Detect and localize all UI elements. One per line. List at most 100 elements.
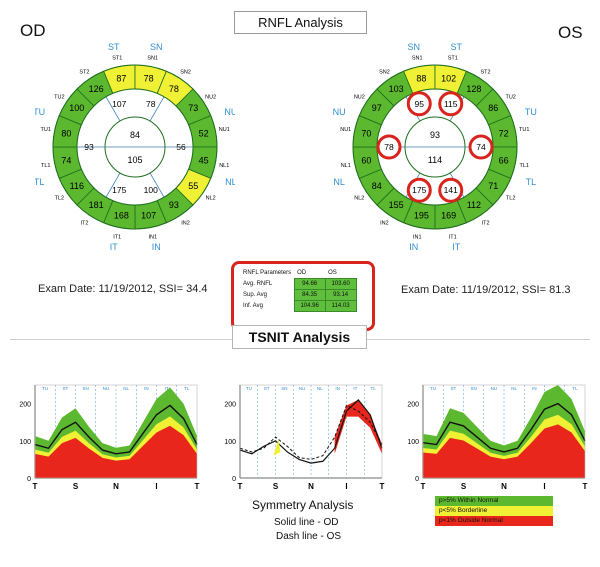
quadrant-label: TL — [526, 177, 537, 187]
tsnit-sector-label: ST — [450, 386, 456, 391]
center-top-value: 93 — [430, 130, 440, 140]
tsnit-sector-label: SN — [281, 386, 287, 391]
table-header-cell: RNFL Parameters — [243, 270, 292, 277]
outer-sector-value: 100 — [69, 103, 84, 113]
outer-sector-value: 66 — [499, 156, 509, 166]
middle-sector-value: 78 — [384, 142, 394, 152]
outer-sector-value: 71 — [488, 181, 498, 191]
x-tick-label: T — [238, 482, 243, 491]
quadrant-label: TL — [35, 177, 44, 187]
x-tick-label: T — [33, 482, 38, 491]
outer-sector-value: 93 — [169, 200, 179, 210]
quadrant-label: NU — [224, 107, 235, 117]
middle-sector-value: 107 — [112, 99, 126, 109]
outer-sector-value: 52 — [199, 128, 209, 138]
plot-frame — [239, 384, 383, 479]
plot-frame — [34, 384, 198, 479]
x-tick-label: T — [421, 482, 426, 491]
sector-label: IN1 — [148, 234, 157, 240]
dash-line-note: Dash line - OS — [276, 531, 342, 542]
quadrant-label: TU — [525, 107, 537, 117]
outer-sector-value: 72 — [499, 128, 509, 138]
y-tick-label: 200 — [224, 402, 236, 409]
tsnit-sector-label: NL — [511, 386, 517, 391]
middle-sector-value: 56 — [176, 142, 186, 152]
outer-ring-border — [52, 64, 218, 230]
outer-sector-value: 55 — [188, 181, 198, 191]
sector-label: ST1 — [112, 56, 122, 62]
outer-sector-value: 168 — [114, 211, 129, 221]
tsnit-sector-label: TU — [430, 386, 436, 391]
sector-label: TU1 — [519, 127, 529, 133]
sector-label: SN1 — [147, 56, 158, 62]
outer-sector-value: 107 — [141, 211, 156, 221]
tsnit-sector-label: IN — [144, 386, 149, 391]
center-top-value: 84 — [130, 130, 140, 140]
sector-label: TL1 — [41, 163, 50, 169]
tsnit-analysis-title-text: TSNIT Analysis — [248, 329, 351, 345]
middle-sector-value: 175 — [112, 185, 126, 195]
outer-sector-value: 88 — [416, 73, 426, 83]
sector-label: TL2 — [506, 196, 515, 202]
rnfl-parameters-table: RNFL Parameters OD OS Avg. RNFL 94.66 10… — [240, 268, 357, 312]
param-os-value: 114.03 — [324, 300, 357, 312]
sector-label: ST2 — [79, 69, 89, 75]
patient-line — [34, 404, 198, 455]
x-tick-label: N — [308, 482, 314, 491]
od-label: OD — [20, 21, 46, 40]
sector-label: TL2 — [55, 196, 64, 202]
middle-sector-value: 74 — [476, 142, 486, 152]
table-header-cell: OS — [328, 270, 337, 276]
sector-label: NU1 — [219, 127, 230, 133]
highlight-ring — [376, 134, 402, 160]
quadrant-label: SN — [150, 42, 163, 52]
highlight-ring — [438, 177, 464, 203]
middle-sector-value: 78 — [146, 99, 156, 109]
x-tick-label: N — [113, 482, 119, 491]
outer-sector-value: 181 — [89, 200, 104, 210]
plot-frame — [422, 384, 586, 479]
tsnit-sector-label: SN — [470, 386, 476, 391]
patient-line — [422, 402, 586, 453]
tsnit-sector-label: TL — [572, 386, 578, 391]
symmetry-analysis-title: Symmetry Analysis — [252, 498, 354, 512]
param-os-value: 103.60 — [324, 278, 357, 290]
quadrant-label: IN — [152, 242, 161, 252]
y-tick-label: 200 — [407, 402, 419, 409]
highlight-ring — [438, 91, 464, 117]
sector-label: TU2 — [54, 94, 64, 100]
sector-label: IT1 — [449, 234, 457, 240]
sector-label: NL1 — [341, 163, 351, 169]
y-tick-label: 200 — [19, 402, 31, 409]
legend-item-outside: p<1% Outside Normal — [435, 516, 553, 526]
sector-label: TU2 — [505, 94, 515, 100]
middle-sector-value: 95 — [415, 99, 425, 109]
solid-line-note: Solid line - OD — [274, 517, 339, 528]
borderline-fill — [273, 438, 281, 456]
od-exam-date: Exam Date: 11/19/2012, SSI= 34.4 — [38, 283, 208, 295]
y-tick-label: 0 — [232, 476, 236, 483]
sector-label: TL1 — [520, 163, 529, 169]
middle-sector-value: 100 — [144, 185, 158, 195]
rnfl-analysis-title-text: RNFL Analysis — [258, 15, 343, 30]
sector-label: NL1 — [219, 163, 229, 169]
outer-sector-value: 112 — [467, 200, 481, 210]
tsnit-sector-label: TL — [370, 386, 376, 391]
outside-band — [423, 424, 585, 478]
table-header-row: RNFL Parameters OD OS — [240, 268, 356, 279]
x-tick-label: I — [345, 482, 347, 491]
sector-label: IT2 — [80, 221, 88, 227]
tsnit-sector-label: NU — [491, 386, 498, 391]
outside-band — [35, 425, 197, 478]
od-rnfl-circle: 87 ST1 78 SN1 78 SN2 73 NU2 52 NU1 45 NL1 55 NL2 93 IN2… — [35, 42, 235, 252]
outer-sector-value: 195 — [414, 211, 429, 221]
outer-sector-value: 128 — [466, 84, 481, 94]
tsnit-legend: p>5% Within Normal p<5% Borderline p<1% … — [435, 496, 553, 526]
os-exam-date: Exam Date: 11/19/2012, SSI= 81.3 — [401, 284, 571, 296]
sector-label: SN2 — [379, 69, 390, 75]
quadrant-label: NU — [333, 107, 346, 117]
tsnit-sector-label: TU — [246, 386, 252, 391]
y-tick-label: 0 — [27, 476, 31, 483]
tsnit-sector-label: TL — [184, 386, 190, 391]
